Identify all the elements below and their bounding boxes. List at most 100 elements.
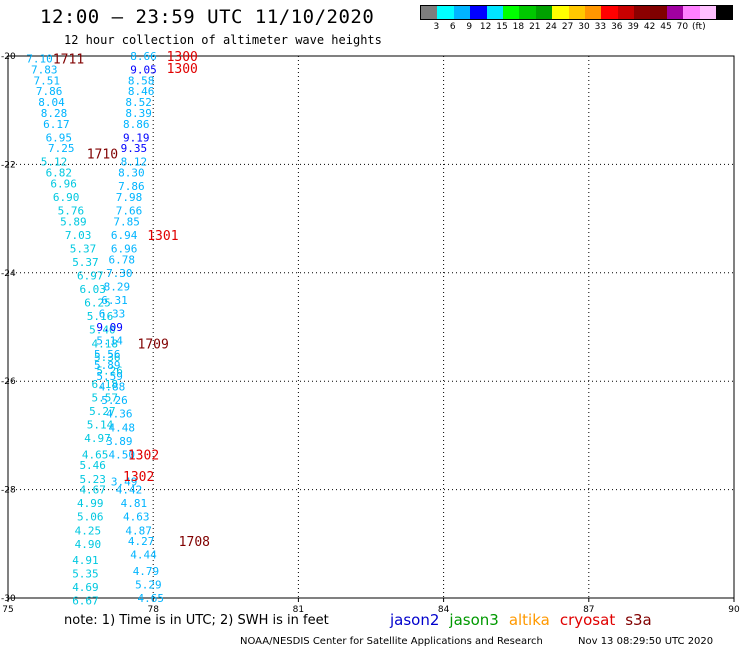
wave-height-value: 4.63: [123, 511, 150, 524]
wave-height-value: 4.97: [84, 432, 111, 445]
map-axes: 75 78 81 84 87 90 -20 -22 -24 -26 -28 -30: [1, 52, 740, 612]
wave-height-value: 8.58: [128, 74, 155, 87]
legend-swatch: [699, 6, 717, 19]
wave-height-value: 5.29: [135, 578, 162, 591]
wave-height-value: 5.12: [41, 156, 68, 169]
wave-height-value: 5.16: [87, 310, 114, 323]
wave-height-value: 5.57: [92, 391, 119, 404]
lon-tick-label: 81: [293, 605, 304, 612]
footer-timestamp: Nov 13 08:29:50 UTC 2020: [578, 636, 714, 647]
lon-tick-label: 75: [2, 605, 13, 612]
lat-tick-label: -24: [1, 269, 16, 279]
wave-height-value: 3.49: [111, 475, 138, 488]
legend-tick-label: 3: [433, 22, 440, 32]
lon-tick-label: 84: [438, 605, 450, 612]
legend-swatch: [683, 6, 700, 19]
lat-tick-label: -30: [1, 594, 16, 604]
wave-height-value: 4.27: [128, 535, 155, 548]
lon-tick-label: 87: [583, 605, 594, 612]
wave-height-value: 8.04: [38, 96, 65, 109]
pass-time-label: 1302: [128, 448, 159, 463]
lat-tick-label: -26: [1, 377, 16, 387]
lon-tick-label: 90: [728, 605, 740, 612]
lon-tick-label: 78: [147, 605, 159, 612]
wave-height-value: 4.25: [75, 524, 102, 537]
wave-height-value: 7.66: [116, 204, 143, 217]
legend-swatch: [716, 6, 733, 19]
wave-height-value: 5.89: [94, 359, 121, 372]
wave-height-value: 8.12: [121, 156, 148, 169]
legend-tick-label: 21: [529, 22, 541, 32]
wave-height-value: 5.37: [72, 256, 99, 269]
satellite-legend: jason2 jason3 altika cryosat s3a: [390, 611, 662, 629]
wave-height-value: 4.99: [77, 497, 104, 510]
footer-credit: NOAA/NESDIS Center for Satellite Applica…: [240, 636, 543, 647]
wave-height-value: 4.79: [133, 565, 160, 578]
legend-swatch: [486, 6, 503, 19]
page-subtitle: 12 hour collection of altimeter wave hei…: [64, 33, 382, 47]
legend-tick-label: 24: [545, 22, 557, 32]
legend-swatch: [470, 6, 487, 19]
legend-swatch: [453, 6, 471, 19]
wave-height-value: 8.29: [104, 280, 131, 293]
pass-time-label: 1709: [138, 337, 169, 352]
legend-tick-label: (ft): [692, 22, 706, 32]
wave-height-value: 6.78: [108, 253, 135, 266]
pass-time-label: 1708: [179, 535, 210, 550]
pass-time-label: 1300: [167, 62, 198, 77]
wave-height-value: 6.25: [84, 297, 111, 310]
lat-tick-label: -20: [1, 52, 16, 62]
wave-height-value: 5.14: [96, 335, 123, 348]
wave-height-value: 5.59: [96, 370, 123, 383]
legend-swatch: [634, 6, 651, 19]
wave-height-value: 9.05: [130, 64, 157, 77]
wave-height-value: 4.67: [79, 484, 106, 497]
legend-tick-label: 15: [496, 22, 508, 32]
wave-height-value: 8.86: [123, 118, 150, 131]
satellite-altika: altika: [508, 611, 550, 629]
wave-height-value: 6.95: [46, 131, 73, 144]
satellite-s3a: s3a: [625, 611, 652, 629]
legend-tick-label: 30: [578, 22, 590, 32]
wave-height-values: 7.107.837.517.868.048.286.176.957.255.12…: [26, 50, 164, 608]
wave-height-value: 6.96: [50, 177, 77, 190]
pass-time-label: 1711: [53, 53, 84, 68]
wave-height-value: 4.50: [108, 448, 135, 461]
wave-height-value: 7.85: [113, 215, 140, 228]
wave-height-value: 6.94: [111, 229, 138, 242]
wave-height-value: 6.33: [99, 307, 126, 320]
wave-height-value: 6.96: [111, 242, 138, 255]
wave-height-value: 4.44: [130, 549, 157, 562]
wave-height-value: 5.27: [89, 405, 116, 418]
wave-height-value: 4.65: [138, 592, 165, 605]
wave-height-value: 7.83: [31, 64, 58, 77]
legend-tick-label: 70: [676, 22, 689, 32]
legend-tick-label: 45: [660, 22, 672, 32]
wave-height-value: 4.81: [121, 497, 148, 510]
legend-swatch: [519, 6, 536, 19]
wave-height-value: 5.35: [72, 568, 99, 581]
legend-tick-labels: 3 6 9 12 15 18 21 24 27 30 33 36 39 42 45 70 (ft): [420, 20, 730, 34]
wave-height-value: 4.69: [72, 581, 99, 594]
legend-swatches: [420, 5, 734, 20]
wave-height-value: 3.89: [106, 435, 133, 448]
wave-height-value: 5.46: [79, 459, 106, 472]
wave-height-value: 8.39: [125, 107, 152, 120]
wave-height-value: 4.65: [82, 448, 109, 461]
legend-swatch: [437, 6, 454, 19]
legend-swatch: [666, 6, 684, 19]
wave-height-value: 7.98: [116, 191, 143, 204]
wave-height-value: 8.46: [128, 85, 155, 98]
wave-height-value: 4.88: [99, 381, 126, 394]
legend-swatch: [568, 6, 585, 19]
wave-height-value: 6.90: [53, 191, 80, 204]
legend-swatch: [617, 6, 635, 19]
wave-height-value: 5.76: [58, 204, 85, 217]
wave-height-value: 4.48: [108, 421, 135, 434]
wave-height-value: 7.86: [36, 85, 63, 98]
wave-height-value: 6.03: [79, 283, 106, 296]
page-title: 12:00 – 23:59 UTC 11/10/2020: [40, 6, 375, 28]
satellite-cryosat: cryosat: [559, 611, 616, 629]
wave-height-value: 7.10: [26, 53, 53, 66]
wave-height-value: 7.30: [106, 267, 133, 280]
